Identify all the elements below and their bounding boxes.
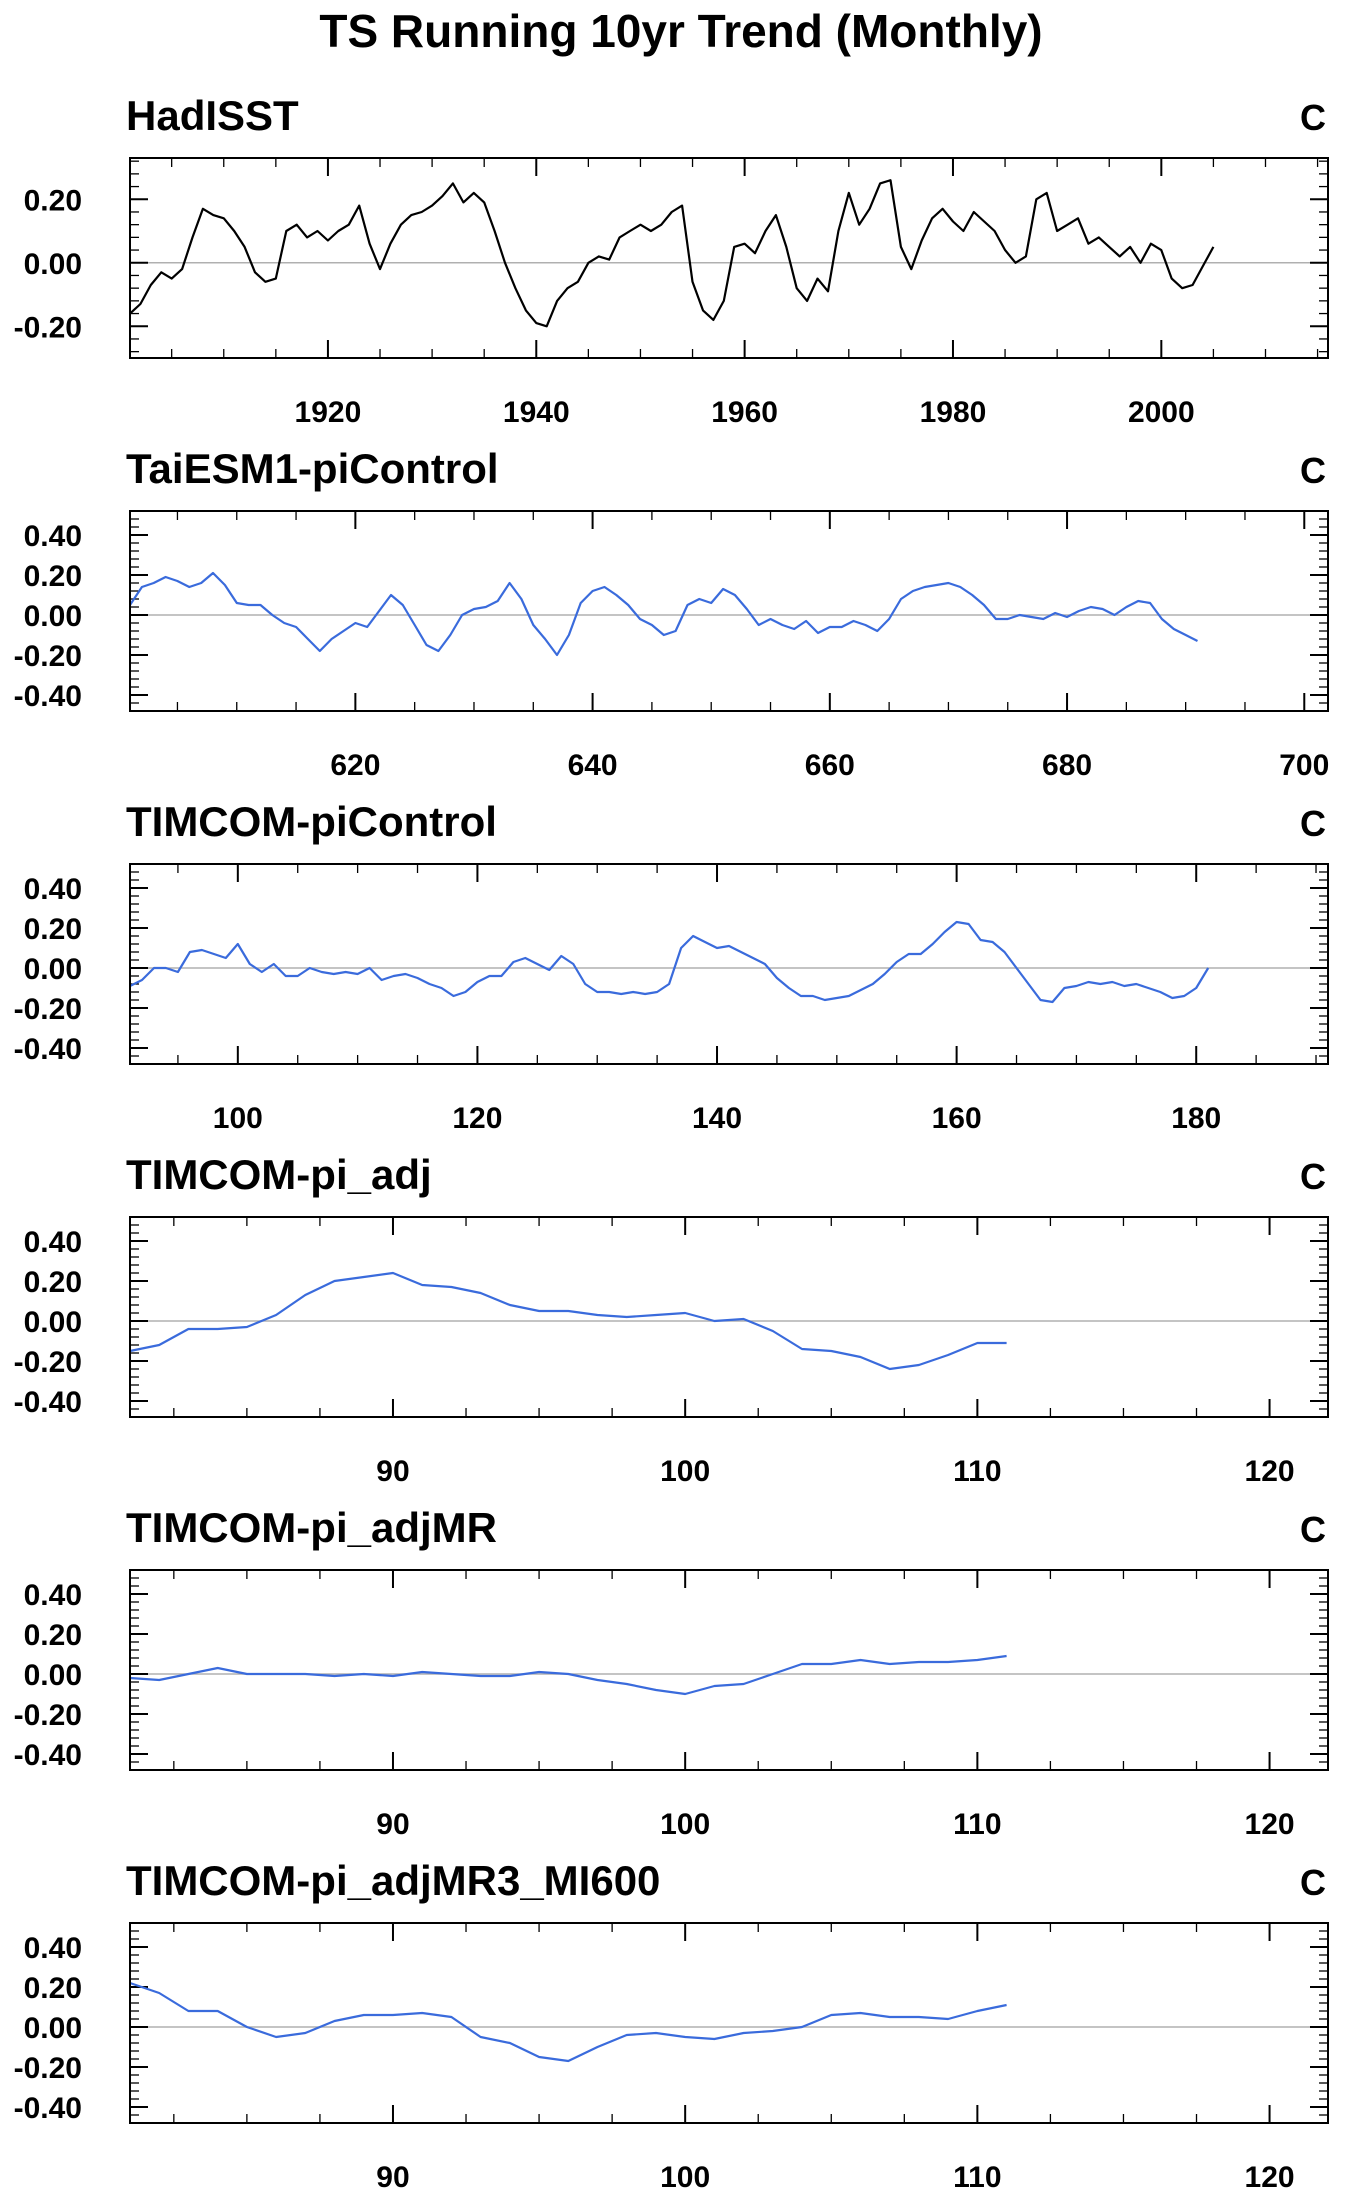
x-tick-label: 140	[692, 1102, 742, 1135]
y-tick-label: 0.00	[24, 953, 82, 986]
x-tick-label: 90	[376, 1808, 409, 1841]
x-tick-label: 110	[953, 1808, 1001, 1841]
y-tick-label: -0.20	[14, 2052, 82, 2085]
y-tick-label: 0.00	[24, 600, 82, 633]
unit-label: C	[1300, 1156, 1326, 1197]
panel-title: TaiESM1-piControl	[126, 445, 499, 492]
unit-label: C	[1300, 803, 1326, 844]
y-tick-label: -0.40	[14, 1386, 82, 1419]
y-tick-label: 0.40	[24, 520, 82, 553]
unit-label: C	[1300, 97, 1326, 138]
plot-frame	[129, 157, 1329, 359]
y-tick-label: 0.00	[24, 2012, 82, 2045]
y-tick-label: -0.40	[14, 1033, 82, 1066]
plot-frame	[129, 1216, 1329, 1418]
x-tick-label: 120	[452, 1102, 502, 1135]
y-tick-label: 0.20	[24, 1972, 82, 2005]
y-tick-label: 0.40	[24, 873, 82, 906]
x-tick-label: 160	[932, 1102, 982, 1135]
unit-label: C	[1300, 1509, 1326, 1550]
panel-title: TIMCOM-pi_adj	[126, 1151, 432, 1198]
panel-4: TIMCOM-pi_adjMR C -0.40 -0.20 0.00 0.20 0.40 90…	[14, 1504, 1329, 1841]
series-line	[129, 571, 1198, 657]
y-tick-label: 0.40	[24, 1579, 82, 1612]
x-tick-label: 620	[330, 749, 380, 782]
y-tick-label: -0.20	[14, 1346, 82, 1379]
x-tick-label: 100	[660, 1808, 710, 1841]
y-tick-label: 0.20	[24, 1266, 82, 1299]
figure-title: TS Running 10yr Trend (Monthly)	[319, 5, 1043, 57]
x-tick-label: 120	[1245, 2161, 1295, 2194]
panel-0: HadISST C -0.20 0.00 0.20 1920 1940 1960 1980 200…	[14, 92, 1329, 429]
x-tick-label: 90	[376, 2161, 409, 2194]
x-tick-label: 640	[568, 749, 618, 782]
x-tick-label: 100	[213, 1102, 263, 1135]
y-tick-label: 0.00	[24, 1659, 82, 1692]
x-tick-label: 1920	[295, 396, 362, 429]
y-tick-label: 0.00	[24, 248, 82, 281]
panel-title: TIMCOM-pi_adjMR3_MI600	[126, 1857, 660, 1904]
x-tick-label: 180	[1171, 1102, 1221, 1135]
plot-frame	[129, 510, 1329, 712]
unit-label: C	[1300, 450, 1326, 491]
panel-5: TIMCOM-pi_adjMR3_MI600 C -0.40 -0.20 0.00 0.2…	[14, 1857, 1329, 2194]
plot-frame	[129, 863, 1329, 1065]
y-tick-label: 0.20	[24, 1619, 82, 1652]
x-tick-label: 700	[1279, 749, 1329, 782]
plot-frame	[129, 1569, 1329, 1771]
series-line	[129, 179, 1215, 328]
panel-title: TIMCOM-pi_adjMR	[126, 1504, 497, 1551]
x-tick-label: 1960	[711, 396, 778, 429]
panel-1: TaiESM1-piControl C -0.40 -0.20 0.00 0.20 0.40…	[14, 445, 1330, 782]
x-tick-label: 110	[953, 1455, 1001, 1488]
x-tick-label: 1980	[920, 396, 987, 429]
y-tick-label: -0.40	[14, 2092, 82, 2125]
panel-title: TIMCOM-piControl	[126, 798, 497, 845]
y-tick-label: 0.40	[24, 1932, 82, 1965]
series-line	[129, 1271, 1007, 1371]
y-tick-label: -0.40	[14, 680, 82, 713]
series-line	[129, 920, 1210, 1004]
x-tick-label: 120	[1245, 1455, 1295, 1488]
panel-title: HadISST	[126, 92, 299, 139]
y-tick-label: -0.20	[14, 1699, 82, 1732]
panel-2: TIMCOM-piControl C -0.40 -0.20 0.00 0.20 0.40 1…	[14, 798, 1329, 1135]
y-tick-label: -0.20	[14, 640, 82, 673]
y-tick-label: 0.20	[24, 560, 82, 593]
series-line	[129, 1981, 1007, 2063]
x-tick-label: 100	[660, 1455, 710, 1488]
x-tick-label: 110	[953, 2161, 1001, 2194]
y-tick-label: 0.20	[24, 184, 82, 217]
panel-3: TIMCOM-pi_adj C -0.40 -0.20 0.00 0.20 0.40 90 10…	[14, 1151, 1329, 1488]
x-tick-label: 680	[1042, 749, 1092, 782]
y-tick-label: 0.20	[24, 913, 82, 946]
x-tick-label: 1940	[503, 396, 570, 429]
x-tick-label: 2000	[1128, 396, 1195, 429]
y-tick-label: -0.20	[14, 311, 82, 344]
x-tick-label: 90	[376, 1455, 409, 1488]
y-tick-label: -0.40	[14, 1739, 82, 1772]
plot-frame	[129, 1922, 1329, 2124]
y-tick-label: -0.20	[14, 993, 82, 1026]
x-tick-label: 120	[1245, 1808, 1295, 1841]
y-tick-label: 0.00	[24, 1306, 82, 1339]
series-line	[129, 1654, 1007, 1696]
unit-label: C	[1300, 1862, 1326, 1903]
x-tick-label: 660	[805, 749, 855, 782]
y-tick-label: 0.40	[24, 1226, 82, 1259]
x-tick-label: 100	[660, 2161, 710, 2194]
